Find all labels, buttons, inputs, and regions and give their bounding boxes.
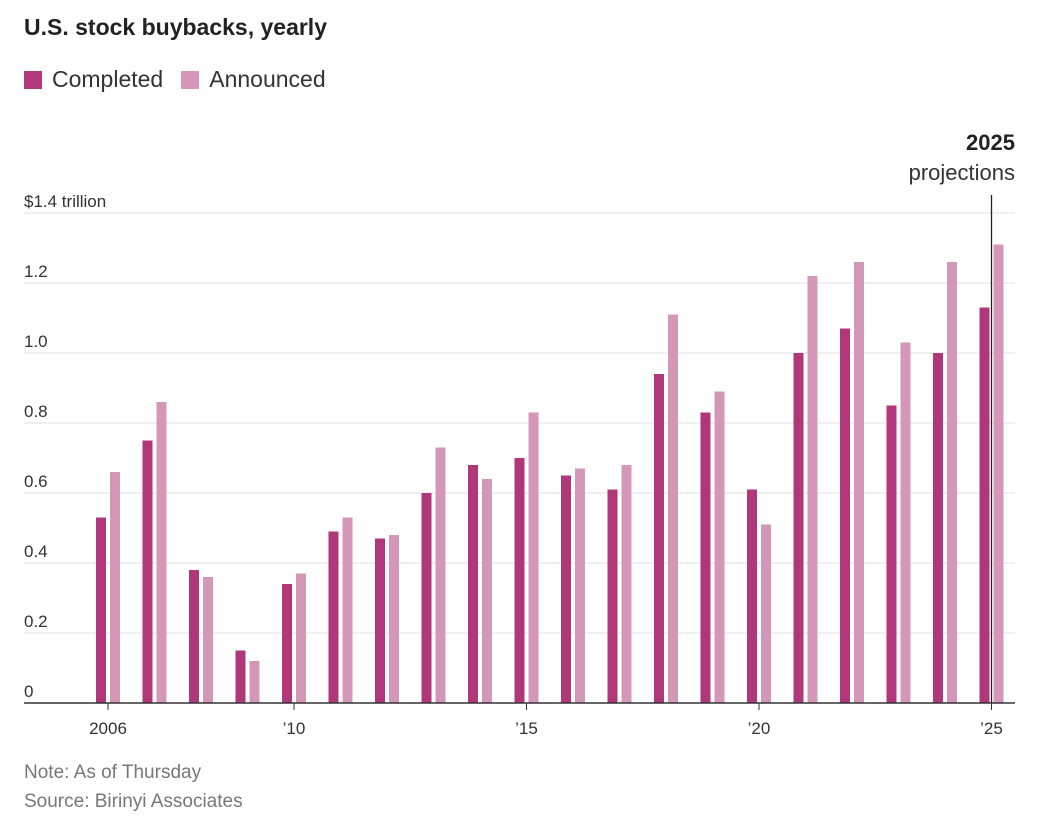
legend-swatch-announced (181, 70, 200, 89)
y-tick-label: 0.2 (24, 612, 48, 631)
annotation-text: projections (909, 160, 1015, 185)
bar-announced-2010 (296, 573, 306, 703)
bar-announced-2015 (528, 412, 539, 703)
source-text: Source: Birinyi Associates (24, 791, 243, 812)
bar-completed-2014 (468, 465, 478, 703)
bar-announced-2023 (900, 342, 911, 703)
bar-announced-2022 (854, 262, 864, 703)
bar-completed-2019 (700, 412, 711, 703)
bar-completed-2010 (282, 584, 292, 703)
bar-completed-2013 (421, 493, 432, 703)
legend: Completed Announced (24, 66, 344, 93)
y-tick-label: 0 (24, 682, 33, 701)
y-tick-label: 0.8 (24, 402, 48, 421)
bar-announced-2024 (947, 262, 957, 703)
y-tick-label: 1.2 (24, 262, 48, 281)
bar-announced-2019 (714, 391, 725, 703)
bar-announced-2021 (807, 276, 818, 703)
bar-announced-2008 (203, 577, 213, 703)
x-tick-label: ’25 (980, 719, 1003, 738)
legend-label-completed: Completed (52, 66, 164, 92)
bar-announced-2011 (342, 517, 353, 703)
bar-completed-2020 (747, 489, 757, 703)
bar-completed-2018 (654, 374, 664, 703)
bar-completed-2022 (840, 328, 850, 703)
bar-announced-2020 (761, 524, 771, 703)
y-tick-label: $1.4 trillion (24, 192, 106, 211)
bar-completed-2007 (142, 440, 153, 703)
bar-completed-2006 (96, 517, 106, 703)
legend-swatch-completed (24, 70, 42, 89)
bar-completed-2011 (328, 531, 339, 703)
note-text: Note: As of Thursday (24, 762, 202, 783)
bar-completed-2009 (235, 650, 246, 703)
bar-completed-2024 (933, 353, 943, 703)
bar-announced-2013 (435, 447, 446, 703)
y-tick-label: 0.4 (24, 542, 48, 561)
bar-announced-2016 (575, 468, 585, 703)
bar-completed-2008 (189, 570, 199, 703)
chart-title: U.S. stock buybacks, yearly (24, 14, 327, 40)
legend-item-announced: Announced (181, 66, 326, 93)
bar-completed-2025 (979, 307, 990, 703)
bar-announced-2007 (156, 402, 167, 703)
bar-announced-2009 (249, 661, 260, 703)
bar-announced-2017 (621, 465, 632, 703)
annotation-title: 2025 (966, 130, 1015, 155)
x-tick-label: 2006 (89, 719, 127, 738)
bar-completed-2016 (561, 475, 571, 703)
bar-announced-2014 (482, 479, 492, 703)
bar-completed-2012 (375, 538, 385, 703)
bar-announced-2006 (110, 472, 120, 703)
x-tick-label: ’20 (748, 719, 771, 738)
bar-announced-2025 (993, 244, 1004, 703)
legend-label-announced: Announced (209, 66, 326, 92)
x-tick-label: ’15 (515, 719, 538, 738)
x-tick-label: ’10 (283, 719, 306, 738)
chart-notes: Note: As of Thursday Source: Birinyi Ass… (24, 758, 243, 816)
bar-announced-2018 (668, 314, 678, 703)
y-tick-label: 0.6 (24, 472, 48, 491)
bar-completed-2023 (886, 405, 897, 703)
legend-item-completed: Completed (24, 66, 163, 93)
y-tick-label: 1.0 (24, 332, 48, 351)
bar-completed-2017 (607, 489, 618, 703)
bar-announced-2012 (389, 535, 399, 703)
bar-completed-2021 (793, 353, 804, 703)
bar-completed-2015 (514, 458, 525, 703)
